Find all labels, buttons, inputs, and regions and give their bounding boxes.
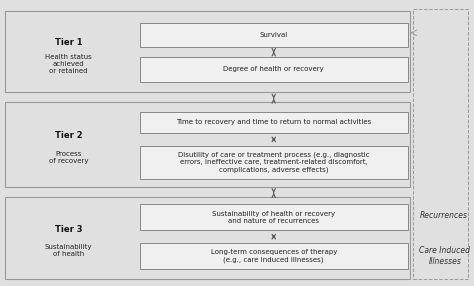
Text: Survival: Survival	[260, 32, 288, 38]
Bar	[140, 243, 408, 269]
Bar	[140, 23, 408, 47]
Bar	[413, 9, 468, 279]
Text: Care Induced
Illnesses: Care Induced Illnesses	[419, 246, 471, 266]
Text: Process
of recovery: Process of recovery	[49, 151, 89, 164]
Text: Long-term consequences of therapy
(e.g., care induced illnesses): Long-term consequences of therapy (e.g.,…	[210, 249, 337, 263]
Bar	[140, 146, 408, 179]
Text: Degree of health or recovery: Degree of health or recovery	[223, 66, 324, 72]
Bar	[140, 204, 408, 230]
Text: Disutility of care or treatment process (e.g., diagnostic
errors, ineffective ca: Disutility of care or treatment process …	[178, 152, 370, 173]
Text: Tier 1: Tier 1	[55, 38, 82, 47]
Text: Tier 3: Tier 3	[55, 225, 82, 234]
Text: Recurrences: Recurrences	[419, 211, 467, 221]
Bar	[140, 112, 408, 133]
Bar	[5, 11, 410, 92]
Text: Tier 2: Tier 2	[55, 131, 82, 140]
Bar	[5, 102, 410, 187]
Text: Sustainability of health or recovery
and nature of recurrences: Sustainability of health or recovery and…	[212, 211, 335, 224]
Bar	[140, 57, 408, 82]
Text: Health status
achieved
or retained: Health status achieved or retained	[46, 54, 92, 74]
Text: Sustainability
of health: Sustainability of health	[45, 245, 92, 257]
Bar	[5, 197, 410, 279]
Text: Time to recovery and time to return to normal activities: Time to recovery and time to return to n…	[176, 119, 371, 125]
